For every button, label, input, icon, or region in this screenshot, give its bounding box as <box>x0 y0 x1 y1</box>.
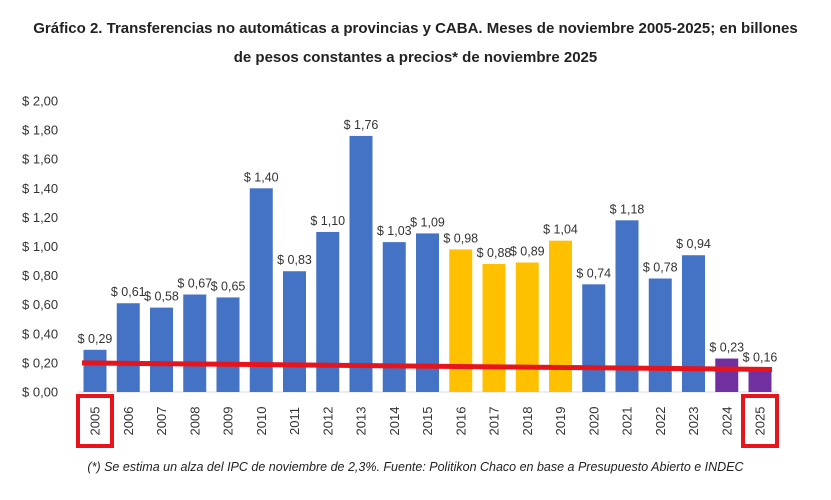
bar-2007 <box>150 307 173 392</box>
x-tick-label-2008: 2008 <box>187 407 202 436</box>
data-label-2022: $ 0,78 <box>643 261 678 275</box>
data-label-2016: $ 0,98 <box>443 231 478 245</box>
data-label-2015: $ 1,09 <box>410 215 445 229</box>
data-label-2019: $ 1,04 <box>543 223 578 237</box>
highlight-box-2005 <box>76 394 114 448</box>
x-tick-label-2015: 2015 <box>420 407 435 436</box>
y-tick-label: $ 1,40 <box>22 181 58 196</box>
y-tick-label: $ 0,60 <box>22 297 58 312</box>
y-tick-label: $ 2,00 <box>22 94 58 109</box>
data-label-2017: $ 0,88 <box>477 246 512 260</box>
x-tick-label-2005: 2005 <box>88 407 103 436</box>
bar-2013 <box>349 135 373 393</box>
data-label-2018: $ 0,89 <box>510 245 545 259</box>
bar-2016 <box>449 249 473 392</box>
x-tick-label-2006: 2006 <box>121 407 136 436</box>
bar-2009 <box>216 297 240 392</box>
y-tick-label: $ 0,40 <box>22 326 58 341</box>
data-label-2009: $ 0,65 <box>211 279 246 293</box>
data-label-2025: $ 0,16 <box>743 351 778 365</box>
x-tick-label-2007: 2007 <box>154 407 169 436</box>
bar-2005 <box>83 349 107 392</box>
chart-title-line2: de pesos constantes a precios* de noviem… <box>233 49 598 66</box>
data-label-2020: $ 0,74 <box>576 266 611 280</box>
y-tick-label: $ 0,20 <box>22 355 58 370</box>
data-label-2012: $ 1,10 <box>310 214 345 228</box>
highlight-box-2025 <box>741 394 779 448</box>
x-tick-label-2010: 2010 <box>254 407 269 436</box>
x-tick-label-2011: 2011 <box>287 407 302 435</box>
bar-2017 <box>482 263 506 392</box>
data-label-2023: $ 0,94 <box>676 237 711 251</box>
x-tick-label-2014: 2014 <box>387 407 402 436</box>
bar-2014 <box>382 242 406 392</box>
y-tick-label: $ 1,80 <box>22 123 58 138</box>
bar-2019 <box>549 240 572 392</box>
bar-2021 <box>615 220 639 392</box>
y-tick-label: $ 0,00 <box>22 385 58 400</box>
x-tick-label-2024: 2024 <box>719 407 734 436</box>
bar-2022 <box>648 278 672 392</box>
bar-2018 <box>515 262 539 392</box>
bar-2015 <box>416 233 439 392</box>
data-label-2024: $ 0,23 <box>709 341 744 355</box>
bar-2024 <box>715 358 739 392</box>
bar-2025 <box>748 368 772 392</box>
x-tick-label-2012: 2012 <box>320 407 335 436</box>
data-label-2007: $ 0,58 <box>144 290 179 304</box>
bar-2006 <box>116 303 140 392</box>
x-tick-label-2023: 2023 <box>686 407 701 436</box>
x-tick-label-2022: 2022 <box>653 407 668 436</box>
bar-2023 <box>682 255 705 392</box>
x-tick-label-2018: 2018 <box>520 407 535 436</box>
data-label-2013: $ 1,76 <box>344 118 379 132</box>
x-tick-label-2019: 2019 <box>553 407 568 436</box>
bar-chart: $ 0,00 $ 0,20 $ 0,40 $ 0,60 $ 0,80 $ 1,00 $ 1,… <box>22 94 779 448</box>
x-tick-label-2017: 2017 <box>487 407 502 436</box>
y-tick-label: $ 0,80 <box>22 268 58 283</box>
x-tick-label-2016: 2016 <box>453 407 468 436</box>
y-tick-label: $ 1,60 <box>22 152 58 167</box>
data-label-2010: $ 1,40 <box>244 170 279 184</box>
data-label-2005: $ 0,29 <box>78 332 113 346</box>
x-tick-label-2021: 2021 <box>620 407 635 436</box>
x-tick-label-2009: 2009 <box>221 407 236 436</box>
trend-line <box>81 360 773 372</box>
x-tick-label-2025: 2025 <box>753 407 768 436</box>
y-tick-label: $ 1,00 <box>22 239 58 254</box>
x-tick-label-2020: 2020 <box>586 407 601 436</box>
bar-2012 <box>316 231 340 392</box>
y-tick-label: $ 1,20 <box>22 210 58 225</box>
data-label-2021: $ 1,18 <box>610 202 645 216</box>
data-label-2008: $ 0,67 <box>177 277 212 291</box>
bar-2008 <box>183 294 207 392</box>
bar-2011 <box>283 271 306 392</box>
data-label-2006: $ 0,61 <box>111 285 146 299</box>
data-label-2014: $ 1,03 <box>377 224 412 238</box>
chart-footnote: (*) Se estima un alza del IPC de noviemb… <box>87 460 744 474</box>
data-label-2011: $ 0,83 <box>277 253 312 267</box>
bar-2010 <box>249 188 273 392</box>
bar-2020 <box>582 284 606 392</box>
x-tick-label-2013: 2013 <box>354 407 369 436</box>
chart-title-line1: Gráfico 2. Transferencias no automáticas… <box>33 20 798 37</box>
